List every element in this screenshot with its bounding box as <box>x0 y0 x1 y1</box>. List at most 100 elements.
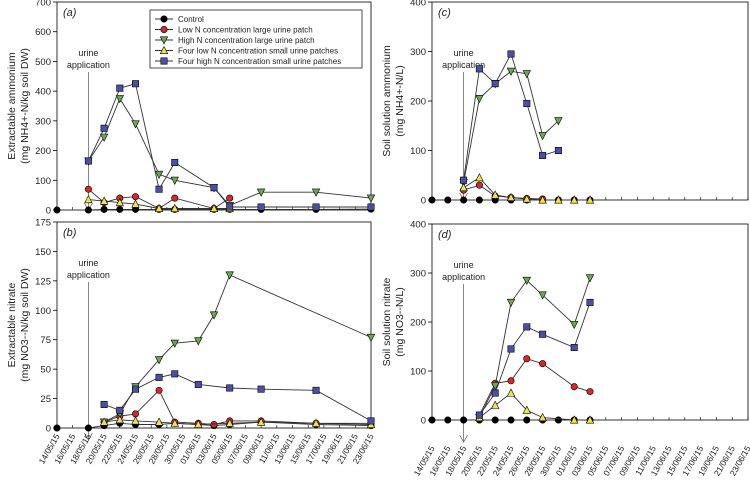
legend-label: High N concentration large urine patch <box>178 36 315 45</box>
data-point <box>522 405 531 414</box>
y-tick-label: 75 <box>40 335 51 346</box>
y-tick-label: 700 <box>35 0 51 9</box>
annotation-text: urine <box>78 48 98 58</box>
data-point <box>539 330 547 338</box>
y-tick-label: 125 <box>35 276 51 287</box>
y-axis-label: Extractable nitrate <box>6 283 18 368</box>
data-point <box>132 410 140 418</box>
annotation-text: application <box>67 270 110 280</box>
chart-panel-2: 0 25 50 75 100 125 150 175 Extractable nitrate (m… <box>6 218 376 441</box>
data-point <box>154 203 164 213</box>
data-point <box>570 195 579 204</box>
data-point <box>475 173 484 182</box>
data-point <box>225 271 234 280</box>
data-point <box>522 194 531 203</box>
data-point <box>444 196 452 204</box>
annotation-text: application <box>442 60 485 70</box>
y-tick-label: 50 <box>40 365 51 376</box>
data-point <box>491 400 500 409</box>
data-point <box>99 417 109 426</box>
data-point <box>538 291 547 300</box>
data-point <box>460 416 468 424</box>
data-point <box>170 176 179 185</box>
series <box>459 173 595 204</box>
data-point <box>507 345 515 353</box>
data-point <box>522 276 531 286</box>
y-tick-label: 500 <box>35 57 51 68</box>
data-point <box>475 95 484 104</box>
y-tick-label: 100 <box>35 306 51 317</box>
data-point <box>226 203 234 211</box>
data-point <box>507 377 515 385</box>
data-point <box>170 203 179 213</box>
legend-label: Control <box>178 15 204 24</box>
data-point <box>154 170 164 179</box>
data-point <box>585 274 595 283</box>
data-point <box>475 196 483 204</box>
data-point <box>366 194 376 203</box>
data-point <box>53 424 61 432</box>
y-tick-label: 400 <box>35 87 51 98</box>
series <box>84 95 376 211</box>
data-point <box>538 195 547 204</box>
data-point <box>170 339 179 348</box>
series <box>84 80 375 211</box>
data-point <box>154 356 164 365</box>
data-point <box>84 424 92 432</box>
data-point <box>256 417 266 426</box>
series-line <box>103 274 372 423</box>
data-point <box>459 182 468 192</box>
data-point <box>428 416 436 424</box>
data-point <box>256 188 266 197</box>
data-point <box>491 190 500 199</box>
data-point <box>84 157 92 165</box>
data-point <box>131 120 140 129</box>
data-point <box>116 406 124 414</box>
data-point <box>226 384 234 392</box>
y-tick-label: 100 <box>410 146 426 157</box>
data-point <box>475 181 483 189</box>
y-tick-label: 200 <box>410 318 426 329</box>
data-point <box>84 206 92 214</box>
data-point <box>491 382 500 391</box>
series <box>99 415 376 428</box>
data-point <box>507 50 515 58</box>
series <box>100 370 375 425</box>
series-line <box>103 389 371 425</box>
data-point <box>209 203 219 213</box>
data-point <box>311 418 321 427</box>
y-tick-label: 300 <box>35 116 51 127</box>
data-point <box>257 385 265 393</box>
y-tick-label: 300 <box>410 269 426 280</box>
data-point <box>115 415 124 424</box>
data-point <box>132 385 140 393</box>
data-point <box>554 195 563 204</box>
y-axis-label-units: (mg NO3--N/L) <box>394 287 406 356</box>
data-point <box>210 420 218 428</box>
data-point <box>367 417 375 425</box>
data-point <box>570 320 579 330</box>
data-point <box>160 15 168 23</box>
x-axis-labels-left: 14/05/1516/05/1518/05/1520/05/1522/05/15… <box>37 432 376 466</box>
data-point <box>506 192 516 202</box>
data-point <box>131 199 140 208</box>
data-point <box>171 158 179 166</box>
data-point <box>116 205 124 213</box>
data-point <box>53 206 61 214</box>
series-line <box>104 419 372 425</box>
y-tick-label: 600 <box>35 27 51 38</box>
data-point <box>210 184 218 192</box>
panel-label: (c) <box>438 7 451 19</box>
y-tick-label: 25 <box>40 394 51 405</box>
series-line <box>463 184 543 200</box>
legend-label: Four high N concentration small urine pa… <box>178 57 341 66</box>
y-tick-label: 200 <box>35 146 51 157</box>
y-tick-label: 100 <box>35 176 51 187</box>
chart-panel-1: 0 100 200 300 400 500 600 700 Extractable ammoni… <box>6 0 376 217</box>
y-tick-label: 0 <box>46 206 51 217</box>
data-point <box>506 298 516 308</box>
legend-item: Low N concentration large urine patch <box>155 26 313 35</box>
data-point <box>475 65 483 73</box>
y-tick-label: 200 <box>410 97 426 108</box>
